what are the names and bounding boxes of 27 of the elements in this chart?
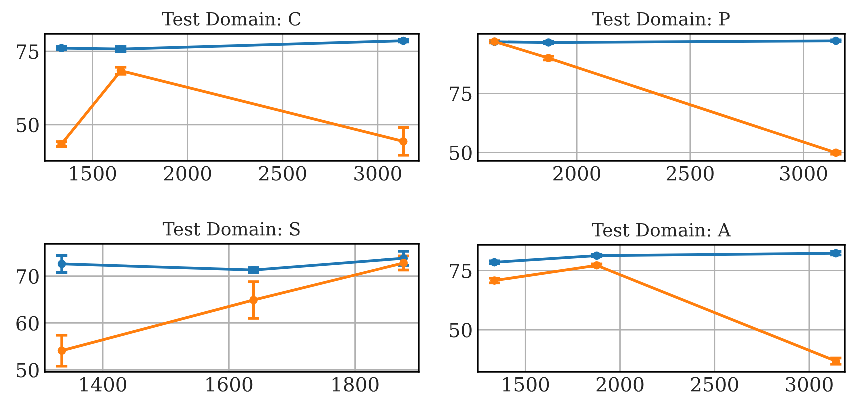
x-tick-label: 3000 [354, 166, 402, 181]
y-tick-label: 75 [450, 264, 472, 278]
x-tick-label: 3000 [780, 166, 828, 181]
x-tick-label: 1800 [332, 377, 379, 392]
chart-title: Test Domain: P [592, 12, 730, 26]
y-tick-label: 70 [17, 269, 39, 284]
x-tick-label: 1500 [503, 377, 550, 392]
y-tick-label: 75 [450, 86, 472, 102]
x-tick-label: 1500 [70, 166, 116, 181]
x-tick-label: 1400 [80, 377, 126, 392]
y-tick-label: 50 [450, 323, 472, 338]
y-tick-label: 60 [16, 316, 39, 331]
x-tick-label: 2500 [259, 166, 306, 181]
chart-title: Test Domain: S [162, 222, 300, 236]
y-tick-label: 75 [17, 44, 39, 60]
x-tick-label: 2500 [691, 377, 738, 392]
x-tick-label: 2000 [596, 377, 644, 392]
x-tick-label: 1600 [206, 377, 253, 392]
x-tick-label: 2500 [666, 166, 714, 181]
x-tick-label: 2000 [164, 166, 212, 181]
x-tick-label: 3000 [786, 377, 833, 392]
y-tick-label: 50 [17, 118, 39, 133]
chart-title: Test Domain: A [592, 223, 732, 237]
x-tick-label: 2000 [554, 166, 601, 181]
y-tick-label: 50 [450, 146, 472, 160]
chart-title: Test Domain: C [162, 12, 301, 26]
y-tick-label: 50 [17, 363, 39, 378]
